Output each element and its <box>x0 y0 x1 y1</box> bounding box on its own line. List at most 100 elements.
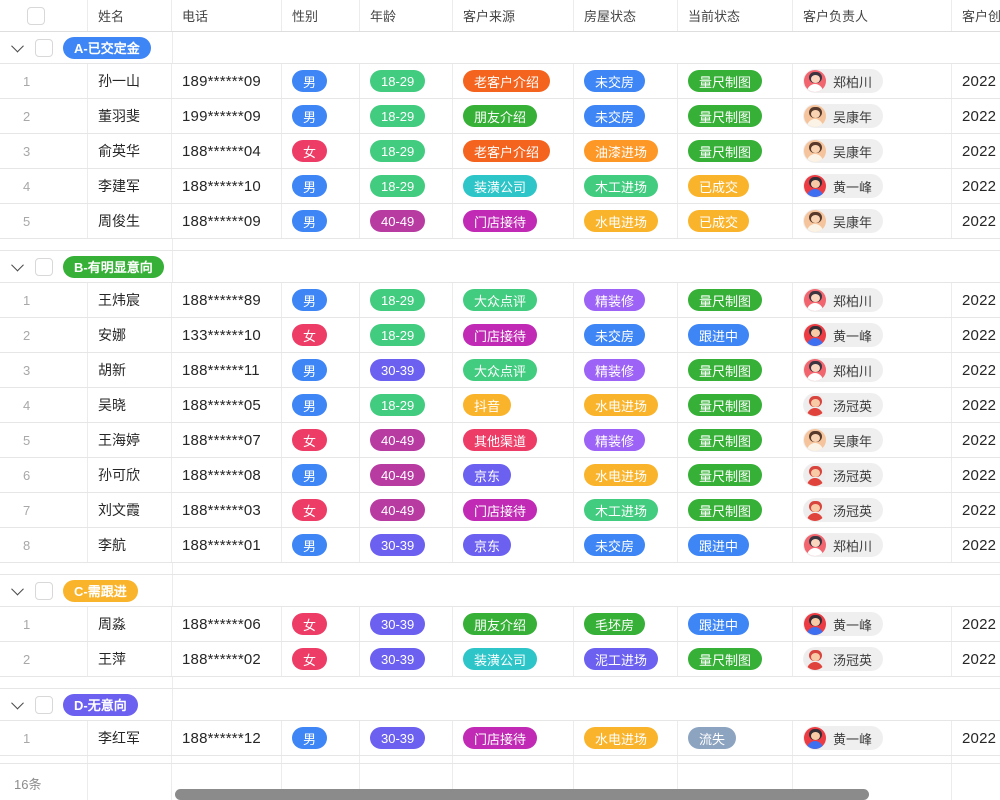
age-cell[interactable]: 30-39 <box>360 721 453 755</box>
source-cell[interactable]: 老客户介绍 <box>453 64 574 98</box>
phone-cell[interactable]: 188******04 <box>172 134 282 168</box>
column-header-created[interactable]: 客户创建时间 <box>952 0 1000 31</box>
name-cell[interactable]: 王萍 <box>88 642 172 676</box>
source-cell[interactable]: 门店接待 <box>453 721 574 755</box>
column-header-gender[interactable]: 性别 <box>282 0 360 31</box>
row-handle[interactable]: 3 <box>0 353 88 387</box>
gender-cell[interactable]: 男 <box>282 528 360 562</box>
name-cell[interactable]: 王海婷 <box>88 423 172 457</box>
row-handle[interactable]: 2 <box>0 642 88 676</box>
gender-cell[interactable]: 男 <box>282 64 360 98</box>
house-cell[interactable]: 木工进场 <box>574 169 678 203</box>
row-handle[interactable]: 5 <box>0 204 88 238</box>
age-cell[interactable]: 18-29 <box>360 318 453 352</box>
group-checkbox[interactable] <box>35 38 53 57</box>
house-cell[interactable]: 木工进场 <box>574 493 678 527</box>
age-cell[interactable]: 30-39 <box>360 607 453 641</box>
owner-cell[interactable]: 黄一峰 <box>793 318 952 352</box>
house-cell[interactable]: 未交房 <box>574 318 678 352</box>
age-cell[interactable]: 18-29 <box>360 64 453 98</box>
created-cell[interactable]: 2022 <box>952 64 1000 98</box>
status-cell[interactable]: 已成交 <box>678 169 793 203</box>
phone-cell[interactable]: 188******10 <box>172 169 282 203</box>
source-cell[interactable]: 装潢公司 <box>453 642 574 676</box>
gender-cell[interactable]: 女 <box>282 493 360 527</box>
age-cell[interactable]: 30-39 <box>360 642 453 676</box>
owner-cell[interactable]: 郑柏川 <box>793 528 952 562</box>
phone-cell[interactable]: 188******05 <box>172 388 282 422</box>
name-cell[interactable]: 周淼 <box>88 607 172 641</box>
select-all-checkbox[interactable] <box>27 6 45 25</box>
created-cell[interactable]: 2022 <box>952 493 1000 527</box>
status-cell[interactable]: 量尺制图 <box>678 134 793 168</box>
created-cell[interactable]: 2022 <box>952 721 1000 755</box>
owner-cell[interactable]: 汤冠英 <box>793 493 952 527</box>
created-cell[interactable]: 2022 <box>952 134 1000 168</box>
row-handle[interactable]: 1 <box>0 283 88 317</box>
group-checkbox[interactable] <box>35 257 53 276</box>
source-cell[interactable]: 其他渠道 <box>453 423 574 457</box>
name-cell[interactable]: 孙可欣 <box>88 458 172 492</box>
status-cell[interactable]: 量尺制图 <box>678 99 793 133</box>
owner-cell[interactable]: 郑柏川 <box>793 64 952 98</box>
gender-cell[interactable]: 男 <box>282 283 360 317</box>
created-cell[interactable]: 2022 <box>952 423 1000 457</box>
name-cell[interactable]: 吴晓 <box>88 388 172 422</box>
column-header-name[interactable]: 姓名 <box>88 0 172 31</box>
gender-cell[interactable]: 女 <box>282 607 360 641</box>
source-cell[interactable]: 大众点评 <box>453 353 574 387</box>
owner-cell[interactable]: 黄一峰 <box>793 607 952 641</box>
phone-cell[interactable]: 188******12 <box>172 721 282 755</box>
name-cell[interactable]: 俞英华 <box>88 134 172 168</box>
gender-cell[interactable]: 女 <box>282 134 360 168</box>
status-cell[interactable]: 量尺制图 <box>678 64 793 98</box>
owner-cell[interactable]: 吴康年 <box>793 204 952 238</box>
column-header-owner[interactable]: 客户负责人 <box>793 0 952 31</box>
age-cell[interactable]: 40-49 <box>360 204 453 238</box>
gender-cell[interactable]: 女 <box>282 423 360 457</box>
source-cell[interactable]: 抖音 <box>453 388 574 422</box>
source-cell[interactable]: 朋友介绍 <box>453 99 574 133</box>
row-handle[interactable]: 7 <box>0 493 88 527</box>
name-cell[interactable]: 李航 <box>88 528 172 562</box>
name-cell[interactable]: 董羽斐 <box>88 99 172 133</box>
row-handle[interactable]: 1 <box>0 721 88 755</box>
phone-cell[interactable]: 189******09 <box>172 64 282 98</box>
phone-cell[interactable]: 188******89 <box>172 283 282 317</box>
status-cell[interactable]: 量尺制图 <box>678 353 793 387</box>
created-cell[interactable]: 2022 <box>952 528 1000 562</box>
created-cell[interactable]: 2022 <box>952 458 1000 492</box>
owner-cell[interactable]: 黄一峰 <box>793 721 952 755</box>
row-handle[interactable]: 8 <box>0 528 88 562</box>
source-cell[interactable]: 京东 <box>453 528 574 562</box>
column-header-status[interactable]: 当前状态 <box>678 0 793 31</box>
phone-cell[interactable]: 188******03 <box>172 493 282 527</box>
owner-cell[interactable]: 吴康年 <box>793 134 952 168</box>
house-cell[interactable]: 精装修 <box>574 283 678 317</box>
source-cell[interactable]: 装潢公司 <box>453 169 574 203</box>
created-cell[interactable]: 2022 <box>952 204 1000 238</box>
house-cell[interactable]: 泥工进场 <box>574 642 678 676</box>
age-cell[interactable]: 40-49 <box>360 493 453 527</box>
status-cell[interactable]: 量尺制图 <box>678 642 793 676</box>
name-cell[interactable]: 孙一山 <box>88 64 172 98</box>
gender-cell[interactable]: 男 <box>282 353 360 387</box>
house-cell[interactable]: 精装修 <box>574 353 678 387</box>
status-cell[interactable]: 跟进中 <box>678 318 793 352</box>
row-handle[interactable]: 4 <box>0 169 88 203</box>
house-cell[interactable]: 水电进场 <box>574 204 678 238</box>
gender-cell[interactable]: 男 <box>282 458 360 492</box>
created-cell[interactable]: 2022 <box>952 607 1000 641</box>
age-cell[interactable]: 18-29 <box>360 134 453 168</box>
column-header-phone[interactable]: 电话 <box>172 0 282 31</box>
group-checkbox[interactable] <box>35 581 53 600</box>
created-cell[interactable]: 2022 <box>952 283 1000 317</box>
group-checkbox[interactable] <box>35 695 53 714</box>
name-cell[interactable]: 王炜宸 <box>88 283 172 317</box>
status-cell[interactable]: 量尺制图 <box>678 388 793 422</box>
house-cell[interactable]: 未交房 <box>574 64 678 98</box>
owner-cell[interactable]: 吴康年 <box>793 99 952 133</box>
gender-cell[interactable]: 男 <box>282 388 360 422</box>
source-cell[interactable]: 门店接待 <box>453 493 574 527</box>
row-handle[interactable]: 4 <box>0 388 88 422</box>
